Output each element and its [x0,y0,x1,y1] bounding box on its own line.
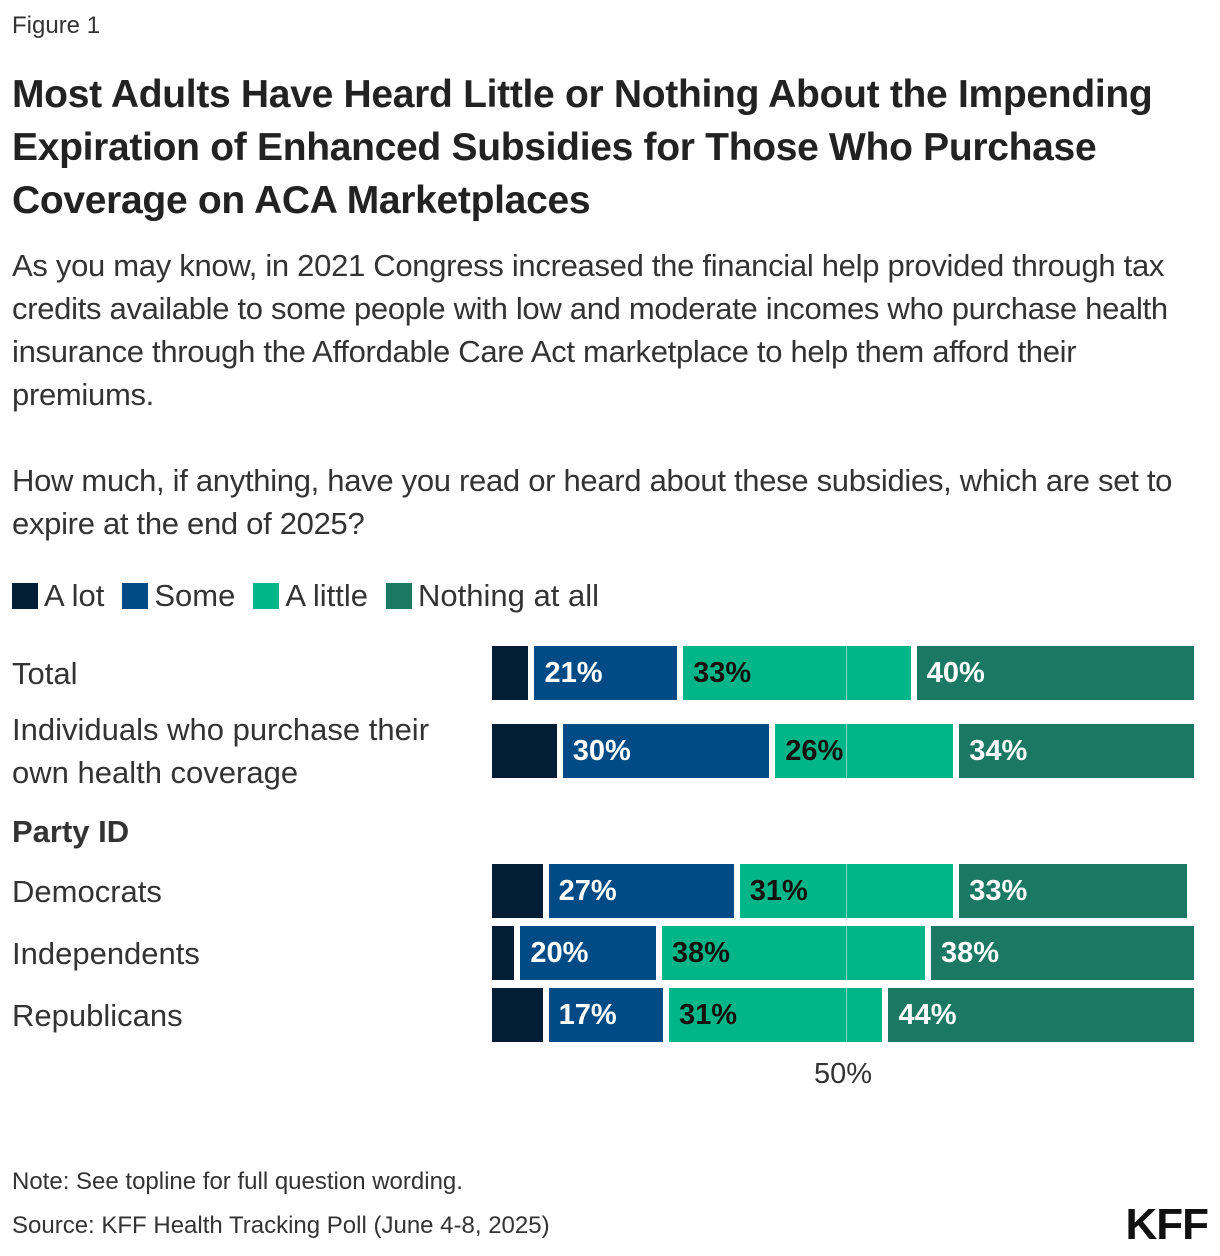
data-label: 33% [969,874,1028,907]
data-label: 34% [969,734,1028,767]
legend-label: Some [154,578,236,613]
bar-segment [492,988,543,1042]
bar-segment: 30% [562,724,770,778]
bar-segment: 38% [930,926,1194,980]
bar-segment: 26% [775,724,954,778]
bar-segment: 33% [683,646,911,700]
data-label: 17% [558,998,617,1031]
gridline-50 [846,646,847,1042]
data-label: 44% [898,998,957,1031]
note: Note: See topline for full question word… [12,1168,463,1195]
bar-segment: 27% [548,864,734,918]
data-label: 38% [671,936,730,969]
bar-segment: 17% [548,988,663,1042]
legend-label: A little [285,578,369,613]
data-label: 21% [544,656,603,689]
bar-segment [492,724,557,778]
legend-swatch [386,583,413,609]
legend-label: A lot [44,578,105,613]
legend-item: Nothing at all [386,578,599,614]
legend: A lot Some A little Nothing at all [12,578,599,614]
legend-item: Some [122,578,235,614]
bar-segment: 44% [888,988,1194,1042]
subtitle-paragraph: As you may know, in 2021 Congress increa… [12,248,1168,412]
data-label: 33% [693,656,752,689]
row-label: Individuals who purchase their own healt… [12,712,430,790]
subtitle-question: How much, if anything, have you read or … [12,463,1173,541]
bar-segment: 33% [959,864,1187,918]
data-label: 31% [679,998,738,1031]
data-label: 31% [749,874,808,907]
data-label: 40% [926,656,985,689]
bar-segment: 20% [520,926,656,980]
chart-subtitle: As you may know, in 2021 Congress increa… [12,244,1212,588]
group-header: Party ID [12,814,130,849]
row-label: Democrats [12,874,162,909]
bar-segment: 21% [534,646,678,700]
bar-segment [492,926,515,980]
data-label: 27% [558,874,617,907]
bar-segment: 31% [669,988,883,1042]
source: Source: KFF Health Tracking Poll (June 4… [12,1212,550,1239]
row-label: Independents [12,936,200,971]
legend-label: Nothing at all [418,578,599,613]
bar-segment: 38% [661,926,925,980]
bar-segment [492,646,529,700]
legend-swatch [122,583,149,609]
chart-title: Most Adults Have Heard Little or Nothing… [12,73,1153,222]
bar-segment: 40% [916,646,1194,700]
legend-swatch [253,583,280,609]
bar-segment: 31% [739,864,954,918]
data-label: 26% [785,734,844,767]
row-label: Total [12,656,78,691]
data-label: 38% [940,936,999,969]
data-label: 30% [572,734,631,767]
bar-segment [492,864,543,918]
figure-label: Figure 1 [12,12,101,39]
kff-logo: KFF [1125,1200,1209,1249]
data-label: 20% [530,936,589,969]
legend-item: A little [253,578,368,614]
bar-segment: 34% [959,724,1194,778]
row-label: Republicans [12,998,183,1033]
legend-swatch [12,583,38,609]
legend-item: A lot [12,578,104,614]
x-tick-label: 50% [814,1058,873,1090]
